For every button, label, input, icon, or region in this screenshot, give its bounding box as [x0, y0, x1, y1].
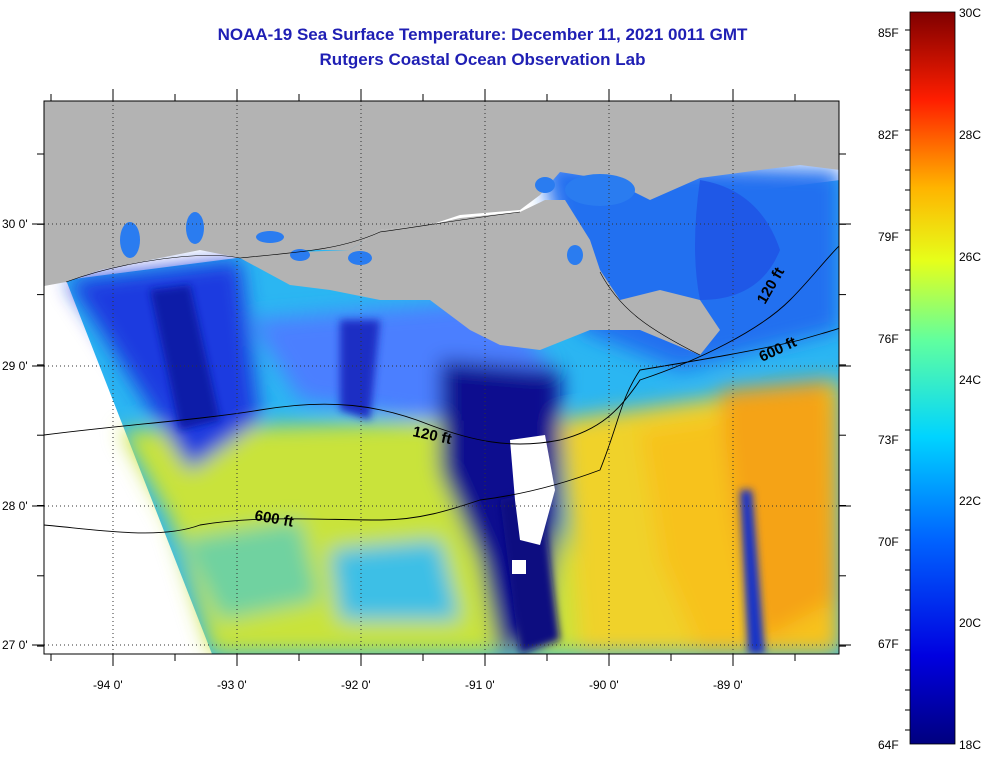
contour-120ft: [44, 245, 839, 445]
map-title: NOAA-19 Sea Surface Temperature: Decembe…: [217, 25, 748, 44]
no-data-region: [510, 435, 555, 545]
land-area: [44, 101, 839, 286]
colorbar-c-30: 30C: [959, 6, 982, 20]
map-subtitle: Rutgers Coastal Ocean Observation Lab: [319, 50, 646, 69]
colorbar-f-85: 85F: [878, 26, 899, 40]
lon-label-94: -94 0': [93, 678, 123, 692]
colorbar-c-28: 28C: [959, 128, 982, 142]
axis-ticks: [32, 89, 851, 666]
lon-label-93: -93 0': [217, 678, 247, 692]
colorbar-f-82: 82F: [878, 128, 899, 142]
lon-label-89: -89 0': [713, 678, 743, 692]
colorbar-f-67: 67F: [878, 637, 899, 651]
colorbar-f-79: 79F: [878, 230, 899, 244]
lat-label-29: 29 0': [2, 359, 28, 373]
map-image: 120 ft 120 ft 600 ft 600 ft: [44, 101, 839, 654]
colorbar-f-73: 73F: [878, 433, 899, 447]
map-frame: [43, 100, 840, 655]
lat-label-27: 27 0': [2, 638, 28, 652]
colorbar-f-76: 76F: [878, 332, 899, 346]
colorbar-c-18: 18C: [959, 738, 982, 752]
colorbar-f-64: 64F: [878, 738, 899, 752]
grid: [44, 101, 839, 654]
lat-label-28: 28 0': [2, 499, 28, 513]
contour-label-600ft-a: 600 ft: [253, 507, 295, 531]
colorbar: [909, 11, 956, 745]
colorbar-c-20: 20C: [959, 616, 982, 630]
contour-600ft: [44, 327, 839, 534]
colorbar-c-22: 22C: [959, 494, 982, 508]
lon-label-92: -92 0': [341, 678, 371, 692]
colorbar-c-24: 24C: [959, 373, 982, 387]
lon-label-90: -90 0': [589, 678, 619, 692]
colorbar-c-26: 26C: [959, 250, 982, 264]
lat-label-30: 30 0': [2, 217, 28, 231]
lon-label-91: -91 0': [465, 678, 495, 692]
cold-streaks: [150, 285, 765, 654]
colorbar-f-70: 70F: [878, 535, 899, 549]
inland-water: [120, 174, 635, 265]
coastline: [65, 211, 701, 356]
